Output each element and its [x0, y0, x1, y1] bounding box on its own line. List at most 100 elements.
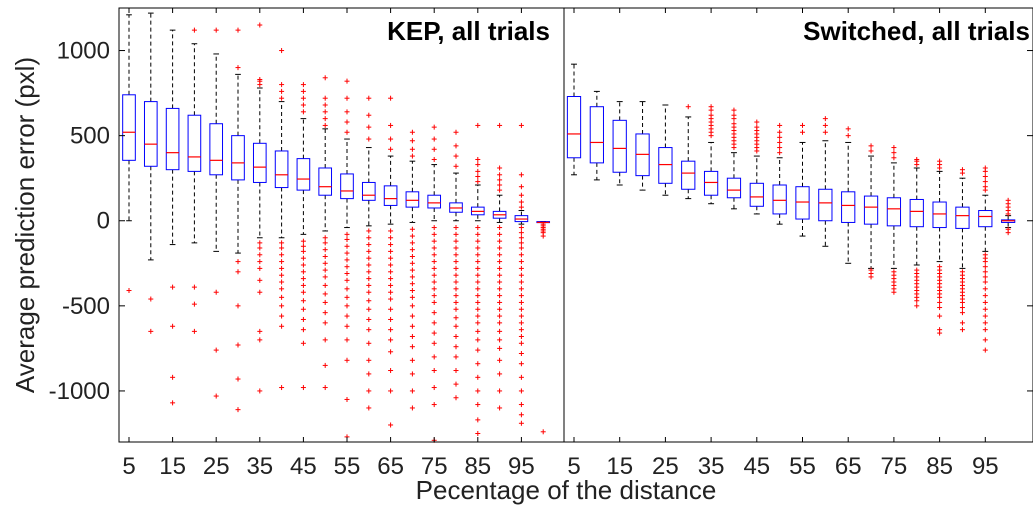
box-group-65 [841, 126, 856, 264]
outlier-point [170, 374, 176, 380]
box-group-50 [318, 75, 333, 391]
x-tick-label: 35 [698, 453, 725, 480]
outlier-point [279, 294, 285, 300]
outlier-point [453, 153, 459, 159]
x-tick-label: 5 [122, 453, 135, 480]
outlier-point [257, 259, 263, 265]
outlier-point [431, 136, 437, 142]
outlier-point [279, 48, 285, 54]
outlier-point [279, 385, 285, 391]
outlier-point [937, 158, 943, 164]
outlier-point [344, 257, 350, 263]
outlier-point [453, 279, 459, 285]
outlier-point [453, 252, 459, 258]
outlier-point [257, 252, 263, 258]
outlier-point [322, 310, 328, 316]
box-group-25 [658, 104, 673, 196]
outlier-point [257, 245, 263, 251]
outlier-point [475, 173, 481, 179]
outlier-point [731, 121, 737, 127]
outlier-point [518, 184, 524, 190]
outlier-point [497, 259, 503, 265]
outlier-point [257, 289, 263, 295]
outlier-point [708, 112, 714, 118]
outlier-point [518, 172, 524, 178]
outlier-point [366, 95, 372, 101]
outlier-point [453, 368, 459, 374]
outlier-point [366, 316, 372, 322]
outlier-point [191, 301, 197, 307]
x-tick-label: 35 [246, 453, 273, 480]
outlier-point [322, 253, 328, 259]
outlier-point [891, 155, 897, 161]
outlier-point [322, 240, 328, 246]
outlier-point [388, 122, 394, 128]
outlier-point [344, 243, 350, 249]
outlier-point [982, 269, 988, 275]
outlier-point [388, 262, 394, 268]
outlier-point [431, 340, 437, 346]
outlier-point [453, 299, 459, 305]
box [566, 96, 582, 159]
outlier-point [518, 122, 524, 128]
x-tick-label: 95 [972, 453, 999, 480]
outlier-point [366, 235, 372, 241]
outlier-point [235, 303, 241, 309]
outlier-point [475, 259, 481, 265]
outlier-point [497, 177, 503, 183]
outlier-point [518, 320, 524, 326]
outlier-point [777, 139, 783, 145]
outlier-point [300, 316, 306, 322]
outlier-point [300, 109, 306, 115]
outlier-point [937, 305, 943, 311]
outlier-point [366, 327, 372, 333]
outlier-point [366, 269, 372, 275]
outlier-point [431, 320, 437, 326]
outlier-point [191, 27, 197, 33]
outlier-point [322, 75, 328, 81]
box [886, 197, 902, 227]
outlier-point [497, 165, 503, 171]
outlier-point [366, 306, 372, 312]
outlier-point [366, 124, 372, 130]
outlier-point [453, 265, 459, 271]
outlier-point [914, 298, 920, 304]
outlier-point [518, 306, 524, 312]
outlier-point [344, 264, 350, 270]
box [405, 191, 420, 208]
outlier-point [279, 313, 285, 319]
x-tick-label: 5 [567, 453, 580, 480]
outlier-point [959, 299, 965, 305]
outlier-point [170, 284, 176, 290]
outlier-point [518, 252, 524, 258]
box [841, 191, 856, 223]
outlier-point [344, 277, 350, 283]
outlier-point [518, 420, 524, 426]
outlier-point [409, 288, 415, 294]
outlier-point [518, 402, 524, 408]
outlier-point [518, 240, 524, 246]
x-tick-label: 25 [652, 453, 679, 480]
box-group-30 [231, 27, 245, 413]
x-tick-label: 55 [789, 453, 816, 480]
box [296, 158, 311, 191]
outlier-point [322, 235, 328, 241]
box [909, 198, 924, 228]
outlier-point [344, 313, 350, 319]
outlier-point [235, 342, 241, 348]
outlier-point [170, 400, 176, 406]
box-group-95 [978, 165, 993, 353]
outlier-point [982, 306, 988, 312]
outlier-point [518, 388, 524, 394]
outlier-point [518, 412, 524, 418]
outlier-point [366, 388, 372, 394]
outlier-point [300, 255, 306, 261]
box [165, 107, 180, 171]
outlier-point [982, 165, 988, 171]
outlier-point [344, 236, 350, 242]
box [209, 123, 224, 176]
outlier-point [475, 337, 481, 343]
box-group-65 [383, 95, 398, 428]
outlier-point [148, 328, 154, 334]
outlier-point [300, 243, 306, 249]
